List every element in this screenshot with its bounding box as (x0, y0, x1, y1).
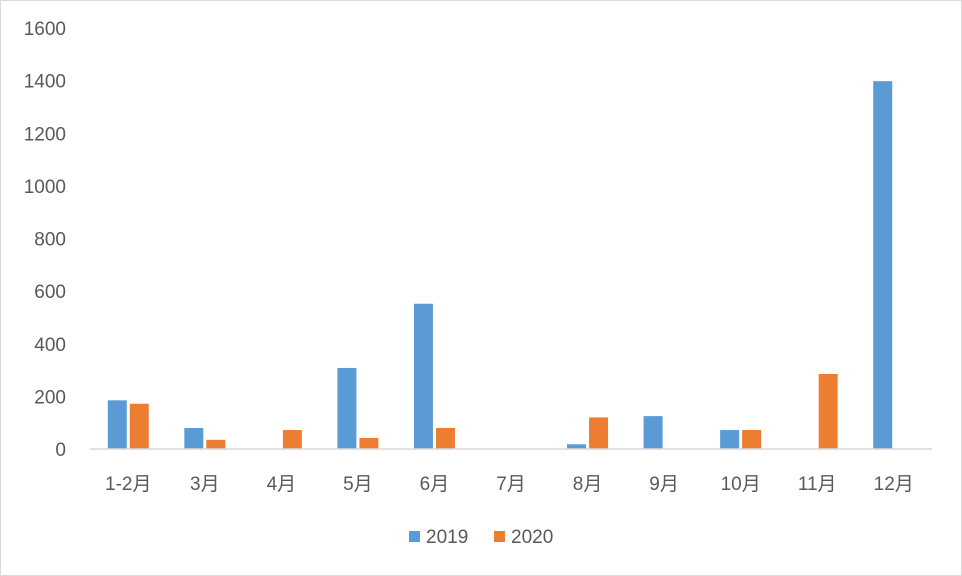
x-tick-label: 12月 (874, 474, 914, 495)
legend-swatch-2019 (409, 531, 420, 542)
x-tick-label: 9月 (649, 474, 679, 495)
x-tick-label: 1-2月 (105, 474, 151, 495)
bar-2019-10月 (720, 430, 740, 449)
x-tick-label: 4月 (267, 474, 297, 495)
x-tick-label: 5月 (343, 474, 373, 495)
legend: 2019 2020 (409, 527, 553, 548)
bars (107, 81, 893, 450)
bar-2020-1-2月 (129, 403, 149, 449)
bar-2019-5月 (337, 367, 357, 449)
x-tick-label: 8月 (573, 474, 603, 495)
bar-2020-11月 (818, 374, 838, 449)
y-tick-label: 400 (34, 335, 66, 356)
bar-2020-6月 (435, 427, 455, 449)
bar-2019-8月 (567, 444, 587, 449)
bar-2020-10月 (742, 430, 762, 449)
x-tick-label: 10月 (721, 474, 761, 495)
legend-label: 2020 (511, 527, 553, 548)
bar-2019-1-2月 (107, 400, 127, 449)
y-tick-label: 200 (34, 387, 66, 408)
x-axis: 1-2月 3月 4月 5月 6月 7月 8月 9月 10月 11月 12月 (105, 474, 914, 495)
x-tick-label: 3月 (190, 474, 220, 495)
bar-2019-12月 (873, 81, 893, 450)
bar-2020-3月 (206, 439, 226, 449)
bar-2020-8月 (589, 417, 609, 449)
bar-2020-5月 (359, 437, 379, 449)
y-tick-label: 1200 (24, 124, 66, 145)
y-tick-label: 800 (34, 230, 66, 251)
bar-2019-3月 (184, 427, 204, 449)
legend-label: 2019 (426, 527, 468, 548)
y-tick-label: 1400 (24, 72, 66, 93)
y-axis: 0 200 400 600 800 1000 1200 1400 1600 (24, 19, 66, 461)
x-tick-label: 6月 (420, 474, 450, 495)
bar-2019-6月 (413, 303, 433, 449)
bar-2020-4月 (282, 430, 302, 449)
y-tick-label: 600 (34, 282, 66, 303)
y-tick-label: 0 (55, 440, 66, 461)
x-tick-label: 11月 (798, 474, 837, 495)
y-tick-label: 1000 (24, 177, 66, 198)
x-tick-label: 7月 (496, 474, 526, 495)
legend-swatch-2020 (494, 531, 505, 542)
y-tick-label: 1600 (24, 19, 66, 40)
bar-2019-9月 (643, 416, 663, 449)
